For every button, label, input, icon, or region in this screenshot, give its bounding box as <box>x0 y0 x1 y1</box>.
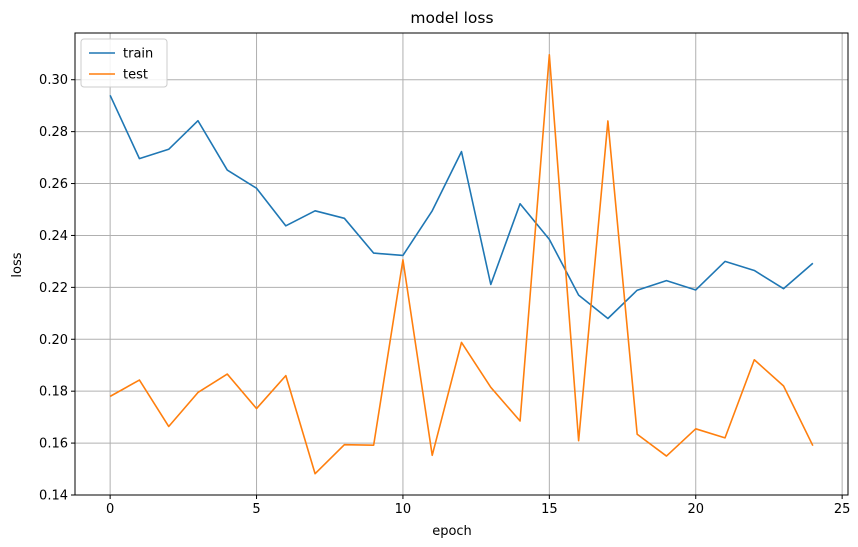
x-tick-label: 20 <box>687 502 704 517</box>
legend-label-train: train <box>123 47 153 62</box>
y-tick-label: 0.16 <box>39 437 68 452</box>
series-line-train <box>109 94 814 320</box>
y-tick-label: 0.22 <box>39 281 68 296</box>
y-tick-label: 0.18 <box>39 385 68 400</box>
y-tick-label: 0.24 <box>39 229 68 244</box>
ticks: 0 5 10 15 20 25 0.14 0.16 0.18 0.20 0.22 0.24 0.26 0.… <box>39 73 850 517</box>
grid <box>75 33 848 496</box>
legend: train test <box>80 38 168 88</box>
axes <box>74 32 849 496</box>
x-tick-label: 25 <box>834 502 851 517</box>
series-line-test <box>109 53 814 475</box>
y-tick-label: 0.20 <box>39 333 68 348</box>
x-axis-label: epoch <box>432 524 472 539</box>
y-tick-label: 0.26 <box>39 177 68 192</box>
legend-box <box>80 38 168 88</box>
y-tick-label: 0.30 <box>39 73 68 88</box>
y-tick-label: 0.14 <box>39 489 68 504</box>
x-tick-label: 10 <box>395 502 412 517</box>
x-tick-label: 15 <box>541 502 558 517</box>
x-tick-label: 5 <box>252 502 260 517</box>
plot-frame <box>74 32 849 496</box>
y-tick-label: 0.28 <box>39 125 68 140</box>
series-lines <box>109 53 814 475</box>
legend-label-test: test <box>123 68 148 83</box>
y-axis-label: loss <box>10 252 25 277</box>
x-tick-label: 0 <box>106 502 114 517</box>
chart-title: model loss <box>410 9 493 27</box>
